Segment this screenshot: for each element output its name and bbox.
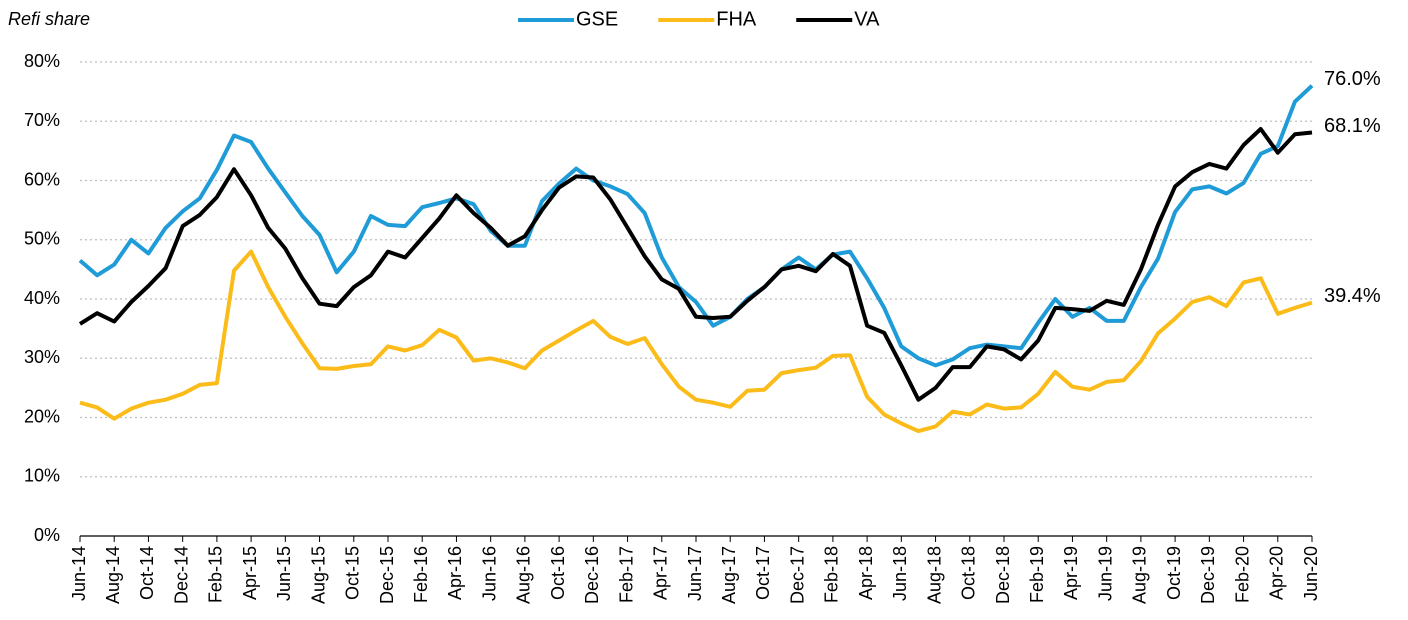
x-tick-label: Dec-17 xyxy=(787,546,807,604)
x-tick-label: Jun-20 xyxy=(1301,546,1321,601)
y-tick-label: 0% xyxy=(34,525,60,545)
series-line xyxy=(78,84,1314,368)
x-tick-label: Aug-19 xyxy=(1130,546,1150,604)
x-tick-label: Apr-18 xyxy=(856,546,876,600)
x-tick-label: Jun-18 xyxy=(890,546,910,601)
x-tick-label: Feb-17 xyxy=(616,546,636,603)
x-tick-label: Jun-17 xyxy=(685,546,705,601)
y-tick-label: 60% xyxy=(24,169,60,189)
series-line xyxy=(79,249,1313,434)
x-tick-label: Dec-16 xyxy=(582,546,602,604)
y-tick-label: 40% xyxy=(24,288,60,308)
x-tick-label: Jun-14 xyxy=(69,546,89,601)
x-tick-label: Aug-17 xyxy=(719,546,739,604)
y-tick-label: 30% xyxy=(24,347,60,367)
x-tick-label: Feb-19 xyxy=(1027,546,1047,603)
y-tick-label: 80% xyxy=(24,51,60,71)
x-tick-label: Feb-16 xyxy=(411,546,431,603)
x-tick-label: Apr-16 xyxy=(445,546,465,600)
x-tick-label: Dec-18 xyxy=(993,546,1013,604)
x-tick-label: Feb-15 xyxy=(206,546,226,603)
x-tick-label: Feb-18 xyxy=(822,546,842,603)
x-tick-label: Dec-14 xyxy=(171,546,191,604)
end-label: 39.4% xyxy=(1324,285,1381,307)
y-axis-label: Refi share xyxy=(8,9,90,29)
x-tick-label: Apr-20 xyxy=(1267,546,1287,600)
x-tick-label: Oct-15 xyxy=(343,546,363,600)
x-tick-label: Apr-19 xyxy=(1061,546,1081,600)
x-tick-label: Jun-15 xyxy=(274,546,294,601)
x-tick-label: Dec-15 xyxy=(377,546,397,604)
x-tick-label: Oct-19 xyxy=(1164,546,1184,600)
x-tick-label: Oct-17 xyxy=(753,546,773,600)
y-tick-label: 20% xyxy=(24,406,60,426)
series-line xyxy=(78,127,1313,402)
x-tick-label: Oct-16 xyxy=(548,546,568,600)
x-tick-label: Apr-15 xyxy=(240,546,260,600)
x-tick-label: Oct-14 xyxy=(137,546,157,600)
legend-label: GSE xyxy=(576,8,618,30)
legend-label: VA xyxy=(854,8,880,30)
x-tick-label: Aug-18 xyxy=(924,546,944,604)
x-tick-label: Jun-19 xyxy=(1095,546,1115,601)
x-tick-label: Oct-18 xyxy=(959,546,979,600)
x-tick-label: Aug-14 xyxy=(103,546,123,604)
end-label: 76.0% xyxy=(1324,68,1381,90)
x-tick-label: Feb-20 xyxy=(1232,546,1252,603)
y-tick-label: 10% xyxy=(24,466,60,486)
x-tick-label: Aug-15 xyxy=(308,546,328,604)
x-tick-label: Jun-16 xyxy=(479,546,499,601)
end-label: 68.1% xyxy=(1324,115,1381,137)
x-tick-label: Aug-16 xyxy=(514,546,534,604)
y-tick-label: 70% xyxy=(24,110,60,130)
x-tick-label: Apr-17 xyxy=(651,546,671,600)
legend-label: FHA xyxy=(716,8,757,30)
x-tick-label: Dec-19 xyxy=(1198,546,1218,604)
y-tick-label: 50% xyxy=(24,229,60,249)
